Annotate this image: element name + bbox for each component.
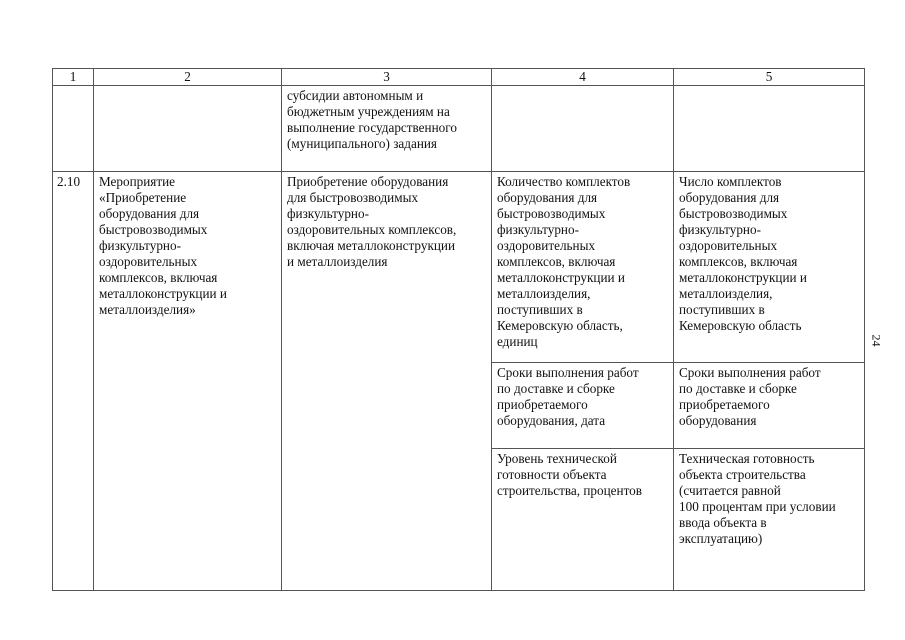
indicator-name: Количество комплектов оборудования для б…	[491, 171, 674, 363]
header-col-5: 5	[673, 68, 865, 86]
header-col-3: 3	[281, 68, 492, 86]
indicator-method: Сроки выполнения работ по доставке и сбо…	[673, 362, 865, 449]
indicator-method: Число комплектов оборудования для быстро…	[673, 171, 865, 363]
page-number: 24	[869, 334, 884, 347]
row-number: 2.10	[52, 171, 94, 591]
header-col-1: 1	[52, 68, 94, 86]
indicator-name: Сроки выполнения работ по доставке и сбо…	[491, 362, 674, 449]
event-description: Приобретение оборудования для быстровозв…	[281, 171, 492, 591]
cell-empty	[93, 85, 282, 172]
event-name: Мероприятие «Приобретение оборудования д…	[93, 171, 282, 591]
cell-empty	[491, 85, 674, 172]
indicator-name: Уровень технической готовности объекта с…	[491, 448, 674, 591]
cell-continued-text: субсидии автономным и бюджетным учрежден…	[281, 85, 492, 172]
header-col-4: 4	[491, 68, 674, 86]
cell-empty	[673, 85, 865, 172]
indicator-method: Техническая готовность объекта строитель…	[673, 448, 865, 591]
header-col-2: 2	[93, 68, 282, 86]
cell-empty	[52, 85, 94, 172]
